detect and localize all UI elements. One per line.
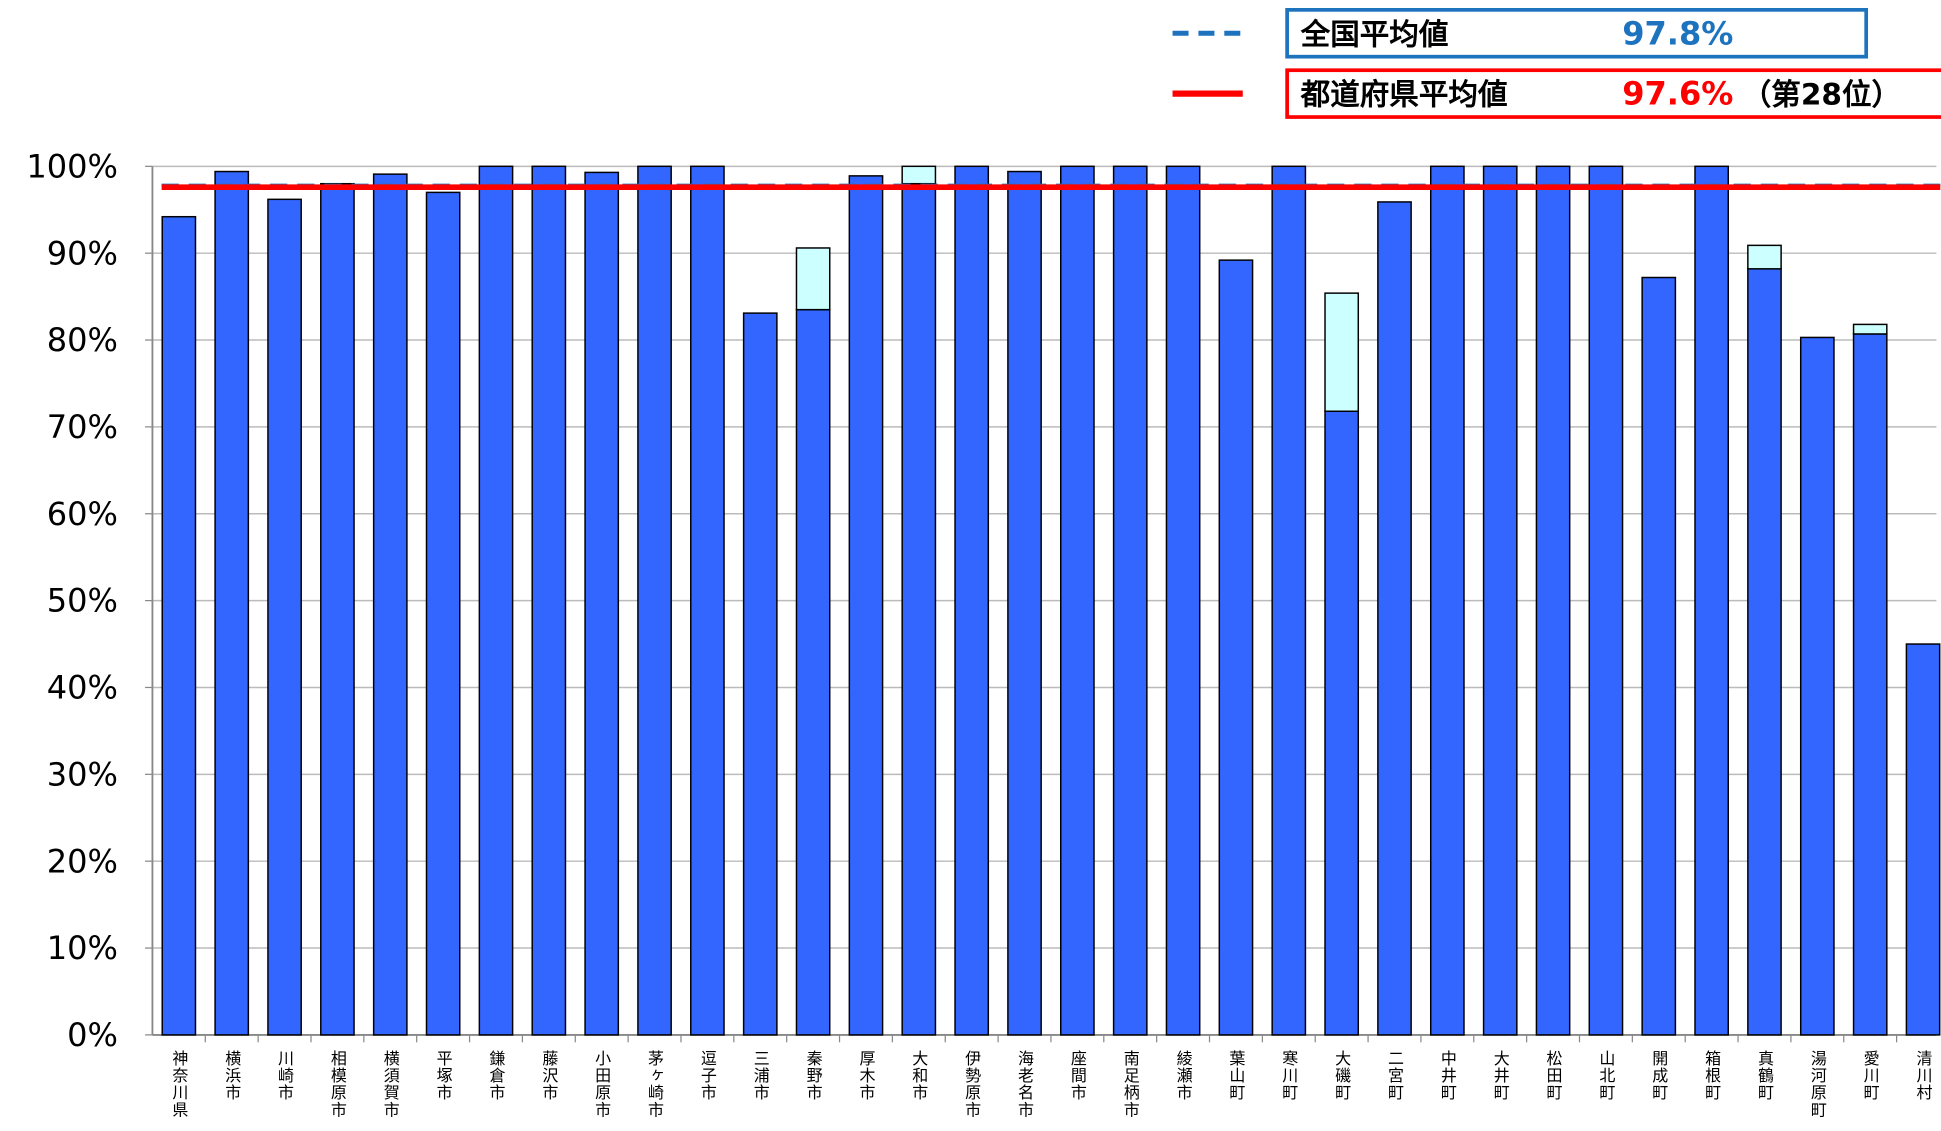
y-tick-label: 50% (47, 582, 118, 620)
x-tick-label: 逗子市 (698, 1050, 717, 1102)
x-tick-label: 南足柄市 (1121, 1050, 1140, 1119)
x-tick-label: 相模原市 (328, 1050, 347, 1119)
bar-segment (1218, 259, 1254, 1036)
bar-segment (1482, 165, 1518, 1036)
legend-value: 97.6% (1622, 75, 1733, 113)
y-tick-label: 80% (47, 321, 118, 359)
y-tick-label: 90% (47, 234, 118, 272)
y-tick-label: 60% (47, 495, 118, 533)
x-tick-label: 厚木市 (856, 1050, 875, 1102)
bar-segment (1694, 165, 1729, 1036)
bar-segment (901, 182, 937, 1036)
x-tick-label: 平塚市 (434, 1050, 453, 1102)
x-tick-label: 秦野市 (804, 1050, 823, 1102)
bar-segment (1324, 410, 1360, 1036)
bar-segment (1799, 336, 1835, 1036)
bar-segment (1007, 170, 1042, 1036)
bar-segment (1429, 165, 1465, 1036)
y-tick-label: 10% (47, 929, 118, 967)
bar-segment (1377, 201, 1412, 1036)
bar-segment (584, 171, 620, 1036)
y-tick-label: 20% (47, 842, 118, 880)
bar-segment (1060, 165, 1095, 1036)
x-tick-label: 真鶴町 (1755, 1050, 1774, 1102)
x-tick-label: 小田原市 (592, 1050, 611, 1119)
x-tick-label: 湯河原町 (1808, 1050, 1827, 1119)
legend-label: 全国平均値 (1300, 17, 1449, 51)
bar-segment (690, 165, 725, 1036)
bar-segment (214, 170, 250, 1036)
bar-segment (1112, 165, 1148, 1036)
x-tick-label: 大和市 (909, 1050, 928, 1102)
x-tick-label: 茅ヶ崎市 (645, 1050, 664, 1119)
bar-segment (161, 215, 197, 1036)
x-tick-label: 横須賀市 (381, 1050, 400, 1119)
y-tick-label: 30% (47, 755, 118, 793)
bar-segment (425, 191, 461, 1036)
legend-box (1285, 68, 1941, 119)
x-tick-label: 神奈川県 (169, 1050, 188, 1119)
bar-segment (320, 182, 355, 1036)
x-tick-label: 海老名市 (1015, 1050, 1034, 1119)
legend-value: 97.8% (1622, 14, 1733, 52)
x-tick-label: 三浦市 (751, 1050, 770, 1102)
x-tick-label: 愛川町 (1861, 1050, 1880, 1102)
bar-segment (848, 175, 884, 1036)
y-tick-label: 0% (67, 1016, 118, 1054)
bar-segment (531, 165, 567, 1036)
bar-segment (1747, 268, 1782, 1036)
legend-rank: （第28位） (1742, 78, 1901, 112)
legend-label: 都道府県平均値 (1300, 78, 1508, 112)
x-tick-label: 開成町 (1649, 1050, 1668, 1102)
bar-segment (795, 308, 831, 1036)
bar-segment (954, 165, 990, 1036)
legend-box (1285, 8, 1869, 59)
x-tick-label: 綾瀬市 (1174, 1050, 1193, 1102)
bar-segment (795, 247, 831, 311)
bar-segment (1535, 165, 1571, 1036)
x-tick-label: 大井町 (1491, 1050, 1510, 1102)
bar-segment (1588, 165, 1624, 1036)
bar-segment (1852, 333, 1888, 1036)
bar-segment (1271, 165, 1307, 1036)
x-tick-label: 箱根町 (1702, 1050, 1721, 1102)
bar-segment (901, 165, 937, 185)
bar-segment (1165, 165, 1201, 1036)
x-tick-label: 伊勢原市 (962, 1050, 981, 1119)
x-tick-label: 大磯町 (1332, 1050, 1351, 1102)
y-tick-label: 100% (26, 147, 118, 185)
x-tick-label: 寒川町 (1279, 1049, 1298, 1102)
x-tick-label: 清川村 (1914, 1050, 1933, 1102)
bar-segment (1641, 276, 1677, 1036)
bar-segment (372, 173, 408, 1036)
x-tick-label: 座間市 (1068, 1050, 1087, 1102)
x-tick-label: 葉山町 (1226, 1050, 1245, 1102)
y-tick-label: 70% (47, 408, 118, 446)
x-tick-label: 藤沢市 (539, 1050, 558, 1102)
bar-segment (637, 165, 672, 1036)
bar-segment (1747, 244, 1782, 270)
x-tick-label: 鎌倉市 (486, 1050, 505, 1102)
bar-segment (267, 198, 302, 1036)
bar-segment (1852, 323, 1888, 335)
x-tick-label: 山北町 (1596, 1050, 1615, 1102)
bar-segment (478, 165, 514, 1036)
x-tick-label: 松田町 (1544, 1050, 1563, 1102)
x-tick-label: 中井町 (1438, 1050, 1457, 1102)
x-tick-label: 川崎市 (275, 1050, 294, 1102)
x-tick-label: 横浜市 (222, 1050, 241, 1102)
bar-segment (1905, 643, 1941, 1036)
x-tick-label: 二宮町 (1385, 1050, 1404, 1102)
y-tick-label: 40% (47, 669, 118, 707)
bar-segment (742, 312, 778, 1036)
bar-segment (1324, 292, 1360, 413)
